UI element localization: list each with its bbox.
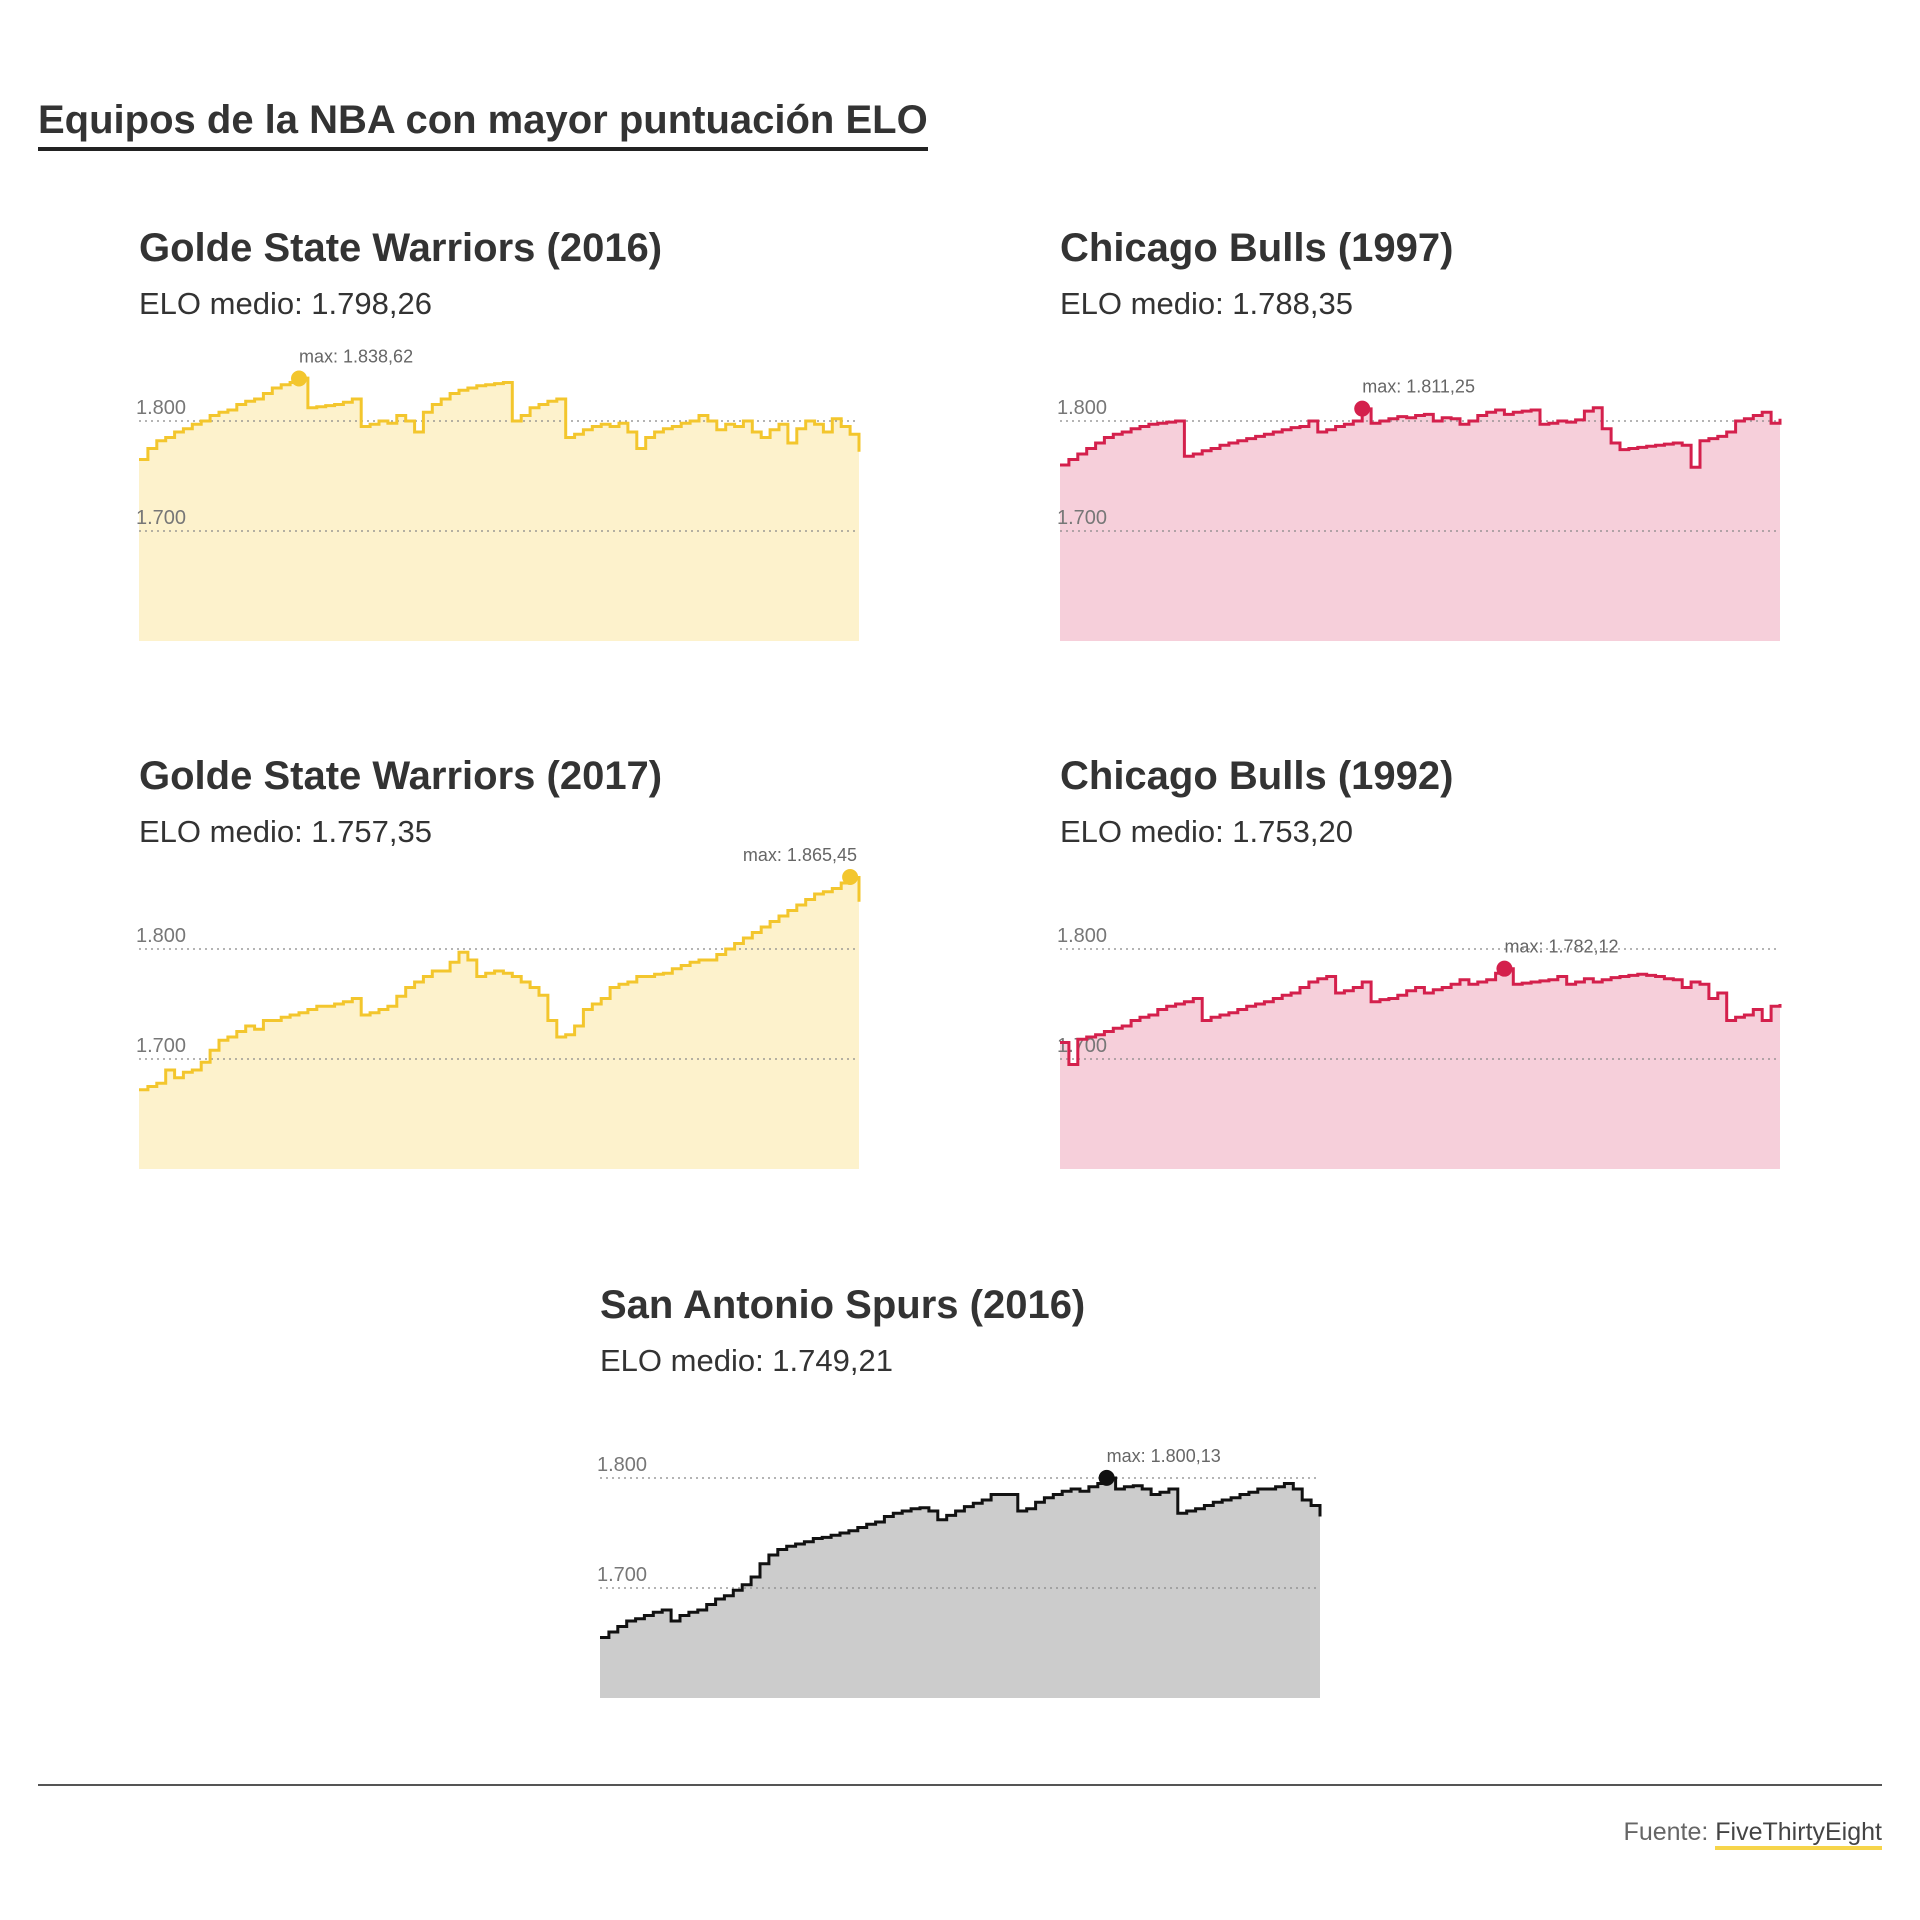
footer-divider (38, 1784, 1882, 1786)
panel-gsw-2017: Golde State Warriors (2017) ELO medio: 1… (136, 754, 919, 1254)
y-tick-label: 1.800 (1057, 925, 1107, 947)
panel-subtitle: ELO medio: 1.753,20 (1060, 814, 1353, 849)
source-credit: Fuente: FiveThirtyEight (1623, 1818, 1882, 1850)
elo-chart-chi-1997: 1.700 1.800 max: 1.811,25 (1057, 377, 1782, 641)
y-tick-label: 1.800 (1057, 397, 1107, 419)
area-fill (1060, 407, 1780, 641)
elo-line (139, 376, 861, 461)
elo-line (1060, 967, 1782, 1066)
panel-subtitle: ELO medio: 1.757,35 (139, 814, 432, 849)
elo-line (600, 1476, 1322, 1639)
panel-title: Chicago Bulls (1997) (1060, 226, 1454, 270)
y-tick-label: 1.700 (136, 1035, 186, 1057)
max-label: max: 1.800,13 (1107, 1446, 1221, 1466)
area-fill (139, 378, 859, 641)
panel-subtitle: ELO medio: 1.788,35 (1060, 286, 1353, 321)
panel-subtitle: ELO medio: 1.749,21 (600, 1343, 893, 1378)
source-prefix: Fuente: (1623, 1818, 1716, 1846)
max-point (1496, 960, 1513, 977)
panel-title: Golde State Warriors (2016) (139, 226, 663, 270)
y-tick-label: 1.700 (597, 1564, 647, 1586)
y-tick-label: 1.800 (136, 925, 186, 947)
max-point (842, 869, 859, 886)
elo-chart-gsw-2016: 1.700 1.800 max: 1.838,62 (136, 347, 861, 641)
max-label: max: 1.838,62 (299, 347, 413, 367)
max-point (1354, 400, 1371, 417)
panel-chi-1992: Chicago Bulls (1992) ELO medio: 1.753,20… (1057, 754, 1840, 1254)
panel-title: Golde State Warriors (2017) (139, 754, 663, 798)
area-fill (1060, 968, 1780, 1169)
max-label: max: 1.865,45 (743, 845, 857, 865)
elo-line (139, 876, 861, 1092)
panel-sas-2016: San Antonio Spurs (2016) ELO medio: 1.74… (597, 1283, 1380, 1783)
panel-subtitle: ELO medio: 1.798,26 (139, 286, 432, 321)
panel-gsw-2016: Golde State Warriors (2016) ELO medio: 1… (136, 226, 919, 726)
elo-chart-sas-2016: 1.700 1.800 max: 1.800,13 (597, 1446, 1322, 1698)
max-point (1098, 1469, 1115, 1486)
y-tick-label: 1.800 (136, 397, 186, 419)
panel-title: San Antonio Spurs (2016) (600, 1283, 1086, 1327)
elo-line (1060, 406, 1782, 469)
y-tick-label: 1.800 (597, 1454, 647, 1476)
elo-chart-gsw-2017: 1.700 1.800 max: 1.865,45 (136, 845, 861, 1169)
main-title: Equipos de la NBA con mayor puntuación E… (38, 98, 928, 151)
max-label: max: 1.782,12 (1504, 937, 1618, 957)
panel-chi-1997: Chicago Bulls (1997) ELO medio: 1.788,35… (1057, 226, 1840, 726)
area-fill (139, 877, 859, 1169)
source-link[interactable]: FiveThirtyEight (1715, 1818, 1882, 1850)
panel-title: Chicago Bulls (1992) (1060, 754, 1454, 798)
y-tick-label: 1.700 (1057, 507, 1107, 529)
max-point (291, 370, 307, 387)
max-label: max: 1.811,25 (1362, 377, 1475, 397)
y-tick-label: 1.700 (136, 507, 186, 529)
